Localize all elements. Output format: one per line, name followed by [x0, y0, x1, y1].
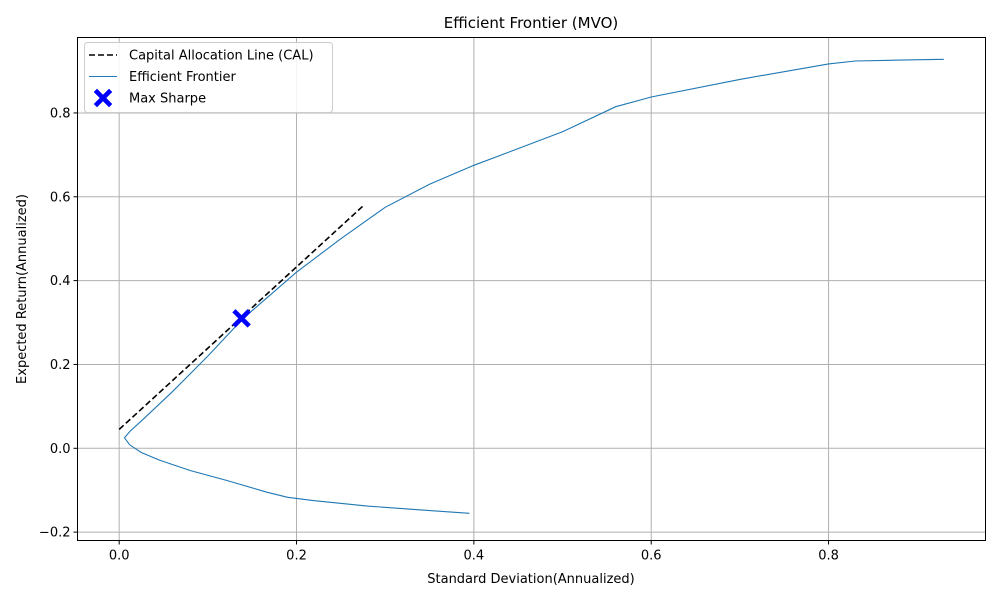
max-sharpe-marker: [232, 308, 251, 328]
y-tick-label: 0.4: [50, 274, 71, 289]
efficient-frontier-line: [123, 58, 944, 514]
ticks: 0.0 0.2 0.4 0.6 0.8 −0.2 0.0 0.2 0.4 0.6 0.8: [39, 106, 839, 563]
y-tick-label: 0.6: [50, 190, 71, 205]
x-tick-label: 0.8: [818, 549, 839, 564]
y-tick-label: 0.2: [50, 358, 71, 373]
legend: Capital Allocation Line (CAL) Efficient F…: [84, 42, 333, 113]
legend-max-sharpe-icon: [93, 88, 113, 108]
y-axis-label: Expected Return(Annualized): [15, 194, 30, 384]
x-tick-label: 0.6: [641, 549, 662, 564]
y-tick-label: 0.0: [50, 442, 71, 457]
legend-label: Capital Allocation Line (CAL): [129, 49, 314, 64]
legend-label: Max Sharpe: [129, 92, 206, 107]
chart-title: Efficient Frontier (MVO): [444, 14, 619, 32]
y-tick-label: 0.8: [50, 106, 71, 121]
x-tick-label: 0.4: [464, 549, 485, 564]
legend-box: [84, 42, 333, 113]
axes-frame: [77, 37, 986, 541]
x-axis-label: Standard Deviation(Annualized): [427, 572, 634, 587]
x-tick-label: 0.2: [286, 549, 307, 564]
y-tick-label: −0.2: [39, 526, 71, 541]
plot-area: [118, 58, 944, 514]
legend-label: Efficient Frontier: [129, 70, 236, 85]
x-tick-label: 0.0: [109, 549, 130, 564]
